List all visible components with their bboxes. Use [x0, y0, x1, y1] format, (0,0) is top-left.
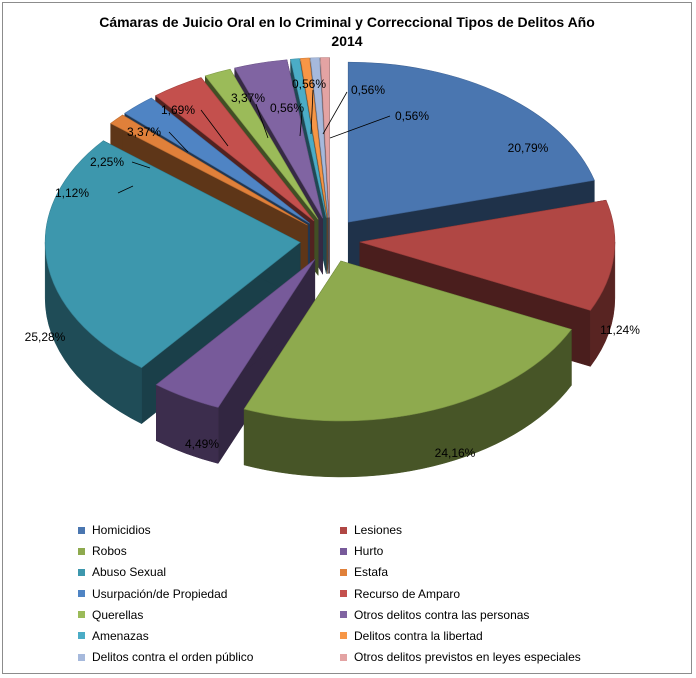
legend-item: Amenazas	[78, 628, 340, 644]
slice-recurso-de-amparo	[154, 77, 315, 222]
legend-label: Delitos contra el orden público	[92, 650, 254, 665]
legend-label: Otros delitos contra las personas	[354, 607, 530, 622]
slice-robos	[243, 260, 572, 422]
legend-item: Querellas	[78, 607, 340, 623]
legend-swatch	[340, 526, 347, 534]
slice-usurpaci-n-de-propiedad	[124, 97, 310, 224]
chart-title-line-1: Cámaras de Juicio Oral en lo Criminal y …	[99, 14, 595, 30]
legend-label: Hurto	[354, 544, 384, 559]
leader-line-13	[329, 115, 391, 139]
slice-abuso-sexual	[44, 140, 301, 369]
data-label-8: 1,69%	[161, 103, 195, 117]
pie-tops	[44, 57, 616, 422]
legend-label: Estafa	[354, 565, 389, 580]
slice-querellas	[204, 68, 319, 220]
data-label-12: 0,56%	[351, 83, 385, 97]
data-label-4: 25,28%	[25, 330, 66, 344]
slice-hurto	[155, 259, 316, 408]
leader-line-12	[322, 91, 348, 135]
data-label-11: 0,56%	[292, 77, 326, 91]
data-label-9: 3,37%	[231, 91, 265, 105]
legend-label: Delitos contra la libertad	[354, 628, 483, 643]
legend-swatch	[78, 526, 85, 534]
leader-line-6	[131, 161, 151, 169]
legend-swatch	[78, 568, 85, 576]
data-label-6: 2,25%	[90, 155, 124, 169]
legend-swatch	[78, 611, 85, 619]
leader-line-5	[117, 185, 134, 194]
legend-label: Robos	[92, 544, 127, 559]
legend-item: Hurto	[340, 543, 620, 559]
legend-swatch	[340, 568, 347, 576]
legend-item: Recurso de Amparo	[340, 586, 620, 602]
slice-homicidios	[347, 61, 595, 223]
legend-swatch	[340, 547, 347, 555]
slice-lesiones	[359, 199, 616, 311]
data-label-7: 3,37%	[127, 125, 161, 139]
legend-swatch	[78, 590, 85, 598]
data-label-5: 1,12%	[55, 186, 89, 200]
slice-delitos-contra-el-orden-p-blico	[310, 57, 329, 218]
leader-line-7	[168, 131, 189, 153]
legend-swatch	[78, 632, 85, 640]
legend-item: Delitos contra la libertad	[340, 628, 620, 644]
legend-item: Otros delitos contra las personas	[340, 607, 620, 623]
data-label-3: 4,49%	[185, 437, 219, 451]
legend-label: Otros delitos previstos en leyes especia…	[354, 650, 581, 665]
legend-label: Abuso Sexual	[92, 565, 167, 580]
legend-item: Delitos contra el orden público	[78, 649, 340, 665]
legend-item: Otros delitos previstos en leyes especia…	[340, 649, 620, 665]
data-labels: 20,79% 11,24% 24,16% 4,49% 25,28% 1,12% 2,25% 3…	[25, 77, 641, 460]
chart-legend: Homicidios Lesiones Robos Hurto Abuso Sexual…	[78, 522, 638, 665]
legend-item: Robos	[78, 543, 340, 559]
legend-swatch	[78, 547, 85, 555]
data-label-1: 11,24%	[600, 323, 640, 337]
slice-estafa	[110, 114, 308, 226]
legend-swatch	[340, 611, 347, 619]
legend-label: Recurso de Amparo	[354, 586, 461, 601]
legend-label: Usurpación/de Propiedad	[92, 586, 228, 601]
chart-title-line-2: 2014	[331, 33, 363, 49]
leader-line-8	[200, 109, 229, 147]
legend-label: Lesiones	[354, 523, 403, 537]
legend-item: Abuso Sexual	[78, 564, 340, 580]
chart-title: Cámaras de Juicio Oral en lo Criminal y …	[3, 13, 691, 51]
slice-amenazas	[290, 58, 327, 218]
data-label-10: 0,56%	[270, 101, 304, 115]
legend-item: Homicidios	[78, 522, 340, 538]
legend-swatch	[340, 653, 347, 661]
legend-label: Homicidios	[92, 523, 151, 537]
legend-swatch	[78, 653, 85, 661]
leader-line-9	[255, 103, 269, 139]
legend-item: Lesiones	[340, 522, 620, 538]
legend-swatch	[340, 590, 347, 598]
leader-line-10	[299, 111, 303, 137]
data-label-2: 24,16%	[435, 446, 476, 460]
slice-otros-delitos-contra-las-personas	[234, 59, 323, 219]
slice-delitos-contra-la-libertad	[300, 57, 328, 218]
legend-swatch	[340, 632, 347, 640]
legend-item: Usurpación/de Propiedad	[78, 586, 340, 602]
data-label-0: 20,79%	[508, 141, 549, 155]
slice-otros-delitos-previstos-en-leyes-especiales	[320, 57, 330, 218]
leader-line-11	[310, 89, 314, 135]
legend-label: Amenazas	[92, 628, 149, 643]
legend-label: Querellas	[92, 607, 144, 622]
legend-item: Estafa	[340, 564, 620, 580]
data-label-13: 0,56%	[395, 109, 429, 123]
